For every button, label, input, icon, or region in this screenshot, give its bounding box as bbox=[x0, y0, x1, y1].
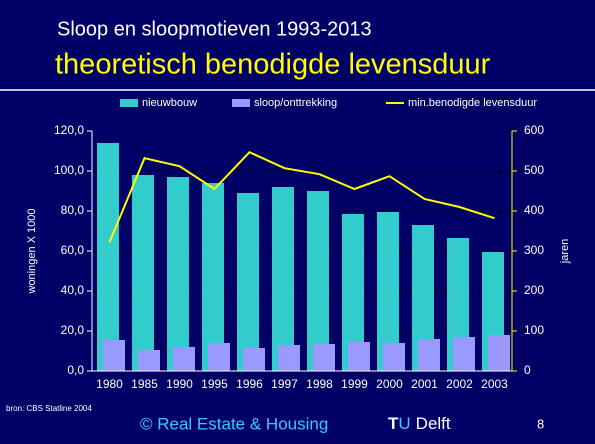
bar bbox=[412, 225, 434, 371]
page-number: 8 bbox=[537, 416, 544, 431]
x-tick-label: 1980 bbox=[96, 377, 123, 391]
x-tick-label: 1990 bbox=[166, 377, 193, 391]
y2-tick-label: 200 bbox=[524, 283, 544, 297]
bar bbox=[202, 183, 224, 371]
bar bbox=[418, 339, 440, 371]
bar bbox=[313, 344, 335, 371]
y-tick-label: 40,0 bbox=[61, 283, 85, 297]
y2-tick-label: 500 bbox=[524, 163, 544, 177]
legend-label: min.benodigde levensduur bbox=[408, 97, 537, 109]
legend-label: nieuwbouw bbox=[142, 97, 197, 109]
x-tick-label: 1995 bbox=[201, 377, 228, 391]
bar bbox=[278, 345, 300, 371]
y-axis-label: woningen X 1000 bbox=[26, 208, 38, 294]
x-tick-label: 2002 bbox=[446, 377, 473, 391]
y2-tick-label: 600 bbox=[524, 123, 544, 137]
y2-tick-label: 400 bbox=[524, 203, 544, 217]
legend-swatch bbox=[120, 99, 138, 107]
slide-title: Sloop en sloopmotieven 1993-2013 bbox=[57, 18, 372, 40]
y2-tick-label: 300 bbox=[524, 243, 544, 257]
bar bbox=[377, 212, 399, 371]
y-tick-label: 20,0 bbox=[61, 323, 85, 337]
bar bbox=[167, 177, 189, 371]
x-tick-label: 2000 bbox=[376, 377, 403, 391]
y2-tick-label: 100 bbox=[524, 323, 544, 337]
y-tick-label: 100,0 bbox=[54, 163, 84, 177]
bar bbox=[208, 343, 230, 371]
bar bbox=[243, 348, 265, 371]
legend-swatch bbox=[232, 99, 250, 107]
line bbox=[108, 150, 495, 243]
bar bbox=[237, 193, 259, 371]
x-tick-label: 2001 bbox=[411, 377, 438, 391]
bar bbox=[488, 335, 510, 371]
logo-rest: Delft bbox=[416, 414, 451, 433]
bar bbox=[453, 337, 475, 371]
y-tick-label: 80,0 bbox=[61, 203, 85, 217]
logo-t: T bbox=[388, 414, 399, 433]
source: bron: CBS Statline 2004 bbox=[6, 404, 92, 413]
x-tick-label: 2003 bbox=[481, 377, 508, 391]
copyright: © Real Estate & Housing bbox=[140, 414, 328, 433]
y-tick-label: 0,0 bbox=[67, 363, 84, 377]
bar bbox=[272, 187, 294, 371]
x-tick-label: 1999 bbox=[341, 377, 368, 391]
bar bbox=[383, 343, 405, 371]
y-tick-label: 120,0 bbox=[54, 123, 84, 137]
bar bbox=[348, 342, 370, 371]
slide-subtitle: theoretisch benodigde levensduur bbox=[55, 49, 491, 81]
x-tick-label: 1997 bbox=[271, 377, 298, 391]
logo-u: U bbox=[398, 414, 410, 433]
bar bbox=[138, 350, 160, 371]
bar bbox=[97, 143, 119, 371]
y-tick-label: 60,0 bbox=[61, 243, 85, 257]
x-tick-label: 1985 bbox=[131, 377, 158, 391]
bar bbox=[342, 214, 364, 371]
y2-tick-label: 0 bbox=[524, 363, 531, 377]
legend-label: sloop/onttrekking bbox=[254, 97, 337, 109]
logo: TU Delft bbox=[388, 414, 451, 433]
bar bbox=[132, 175, 154, 371]
bar bbox=[173, 347, 195, 371]
bar bbox=[103, 340, 125, 371]
y2-axis-label: jaren bbox=[559, 239, 571, 264]
bar bbox=[307, 191, 329, 371]
x-tick-label: 1998 bbox=[306, 377, 333, 391]
x-tick-label: 1996 bbox=[236, 377, 263, 391]
